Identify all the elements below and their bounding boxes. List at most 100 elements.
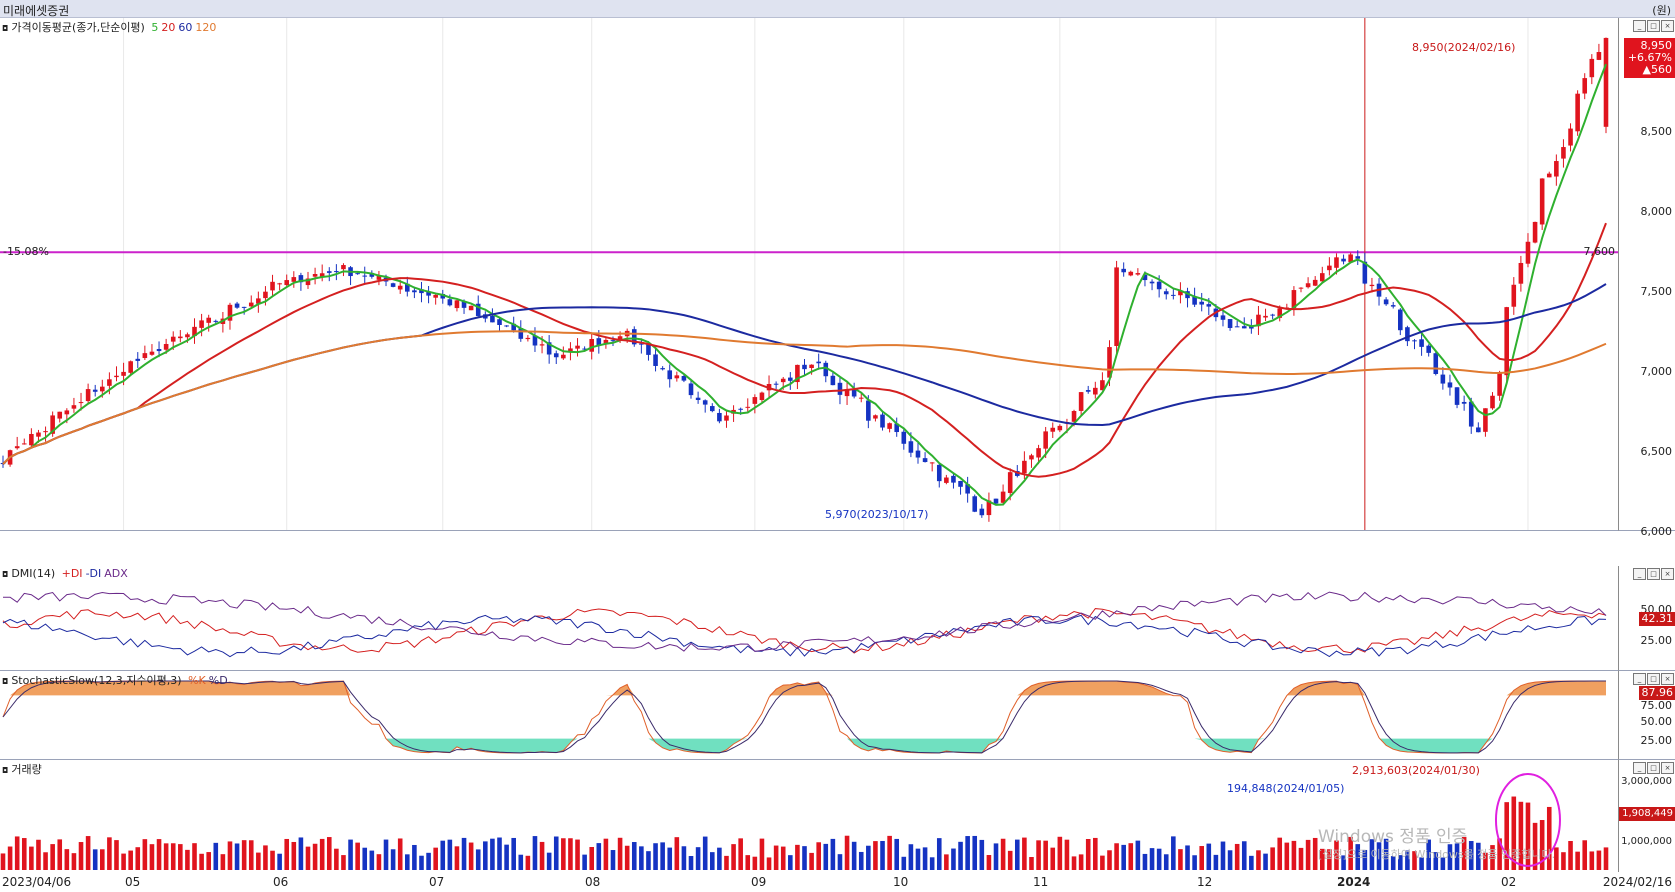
candle [1036, 448, 1041, 458]
ma20-line [2, 222, 1607, 478]
panel-max-icon[interactable]: □ [1647, 673, 1660, 685]
y-tick: 8,000 [1640, 205, 1673, 218]
volume-bar [887, 835, 892, 870]
volume-bar [1064, 839, 1070, 870]
volume-bar [809, 852, 814, 870]
volume-bar [1497, 838, 1502, 870]
volume-bar [1546, 806, 1552, 870]
y-tick: 25.00 [1640, 634, 1673, 647]
volume-bar [1050, 847, 1056, 870]
x-tick: 2023/04/06 [2, 875, 72, 889]
candle [64, 410, 70, 415]
price-panel[interactable]: ◘ 가격이동평균(종가,단순이평) 5 20 60 120 -15.08% 7,600 … [0, 18, 1618, 531]
volume-bar [114, 840, 119, 870]
candle [57, 411, 63, 419]
volume-bar [702, 836, 708, 870]
panel-close-icon[interactable]: × [1661, 762, 1674, 774]
candle [1575, 93, 1580, 132]
volume-bar [1511, 796, 1517, 870]
volume-ref-annotation: 194,848(2024/01/05) [1227, 782, 1345, 795]
panel-max-icon[interactable]: □ [1647, 20, 1660, 32]
candle [461, 301, 467, 308]
candle [1206, 304, 1212, 307]
volume-bar [149, 844, 155, 870]
watermark-line1: Windows 정품 인증 [1318, 827, 1468, 847]
candle [1405, 327, 1410, 342]
panel-min-icon[interactable]: _ [1633, 762, 1646, 774]
price-chart [0, 18, 1618, 530]
panel-max-icon[interactable]: □ [1647, 568, 1660, 580]
panel-close-icon[interactable]: × [1661, 673, 1674, 685]
volume-bar [305, 846, 311, 870]
volume-bar [1163, 854, 1169, 870]
candle [610, 340, 616, 342]
volume-panel-buttons[interactable]: _ □ × [1633, 762, 1674, 774]
candle [1007, 472, 1013, 493]
x-tick: 05 [125, 875, 141, 889]
volume-bar [121, 853, 126, 870]
volume-panel[interactable]: ◘ 거래량 2,913,603(2024/01/30) 194,848(2024/… [0, 760, 1618, 873]
panel-min-icon[interactable]: _ [1633, 20, 1646, 32]
candle [780, 378, 786, 383]
volume-bar [412, 844, 417, 870]
candle [1490, 395, 1495, 409]
candle [873, 415, 878, 419]
candle [894, 423, 900, 433]
dmi-legend: ◘ DMI(14) +DI -DI ADX [2, 567, 131, 580]
candle [1135, 273, 1141, 275]
volume-bar [724, 855, 729, 870]
volume-bar [1525, 802, 1531, 870]
candle [617, 336, 623, 340]
candle [830, 375, 836, 386]
candle [128, 361, 133, 373]
candle [298, 275, 304, 283]
volume-bar [972, 835, 978, 870]
volume-bar [1426, 839, 1431, 870]
volume-bar [21, 838, 27, 870]
volume-bar [1603, 847, 1609, 870]
high-annotation: 8,950(2024/02/16) [1412, 41, 1516, 54]
volume-bar [1227, 850, 1233, 870]
candle [1142, 274, 1148, 281]
volume-bar [206, 852, 211, 870]
legend-ma20: 20 [161, 21, 176, 34]
volume-bar [1220, 841, 1226, 870]
candle [660, 368, 665, 370]
volume-bar [1334, 840, 1339, 870]
volume-bar [667, 847, 673, 870]
candle [1554, 161, 1559, 177]
candle [866, 400, 871, 421]
price-panel-buttons[interactable]: _ □ × [1633, 20, 1674, 32]
volume-bar [1128, 843, 1134, 870]
panel-max-icon[interactable]: □ [1647, 762, 1660, 774]
candle [745, 406, 751, 408]
candle [1149, 281, 1155, 284]
candle [844, 389, 850, 397]
candle [1461, 401, 1467, 404]
dmi-panel[interactable]: ◘ DMI(14) +DI -DI ADX [0, 566, 1618, 671]
volume-bar [1433, 852, 1439, 870]
volume-bar [1504, 802, 1509, 870]
volume-bar [1142, 853, 1148, 870]
panel-min-icon[interactable]: _ [1633, 673, 1646, 685]
candle [1171, 294, 1176, 296]
candle [908, 441, 914, 453]
volume-bar [43, 852, 48, 870]
volume-bar [717, 847, 722, 870]
candle [497, 319, 502, 326]
volume-bar [156, 839, 162, 870]
candle [851, 388, 857, 397]
volume-bar [1135, 840, 1141, 870]
candle [1270, 314, 1275, 316]
stochastic-panel[interactable]: ◘ StochasticSlow(12,3,지수이평,3) %K %D [0, 671, 1618, 760]
stochastic-panel-buttons[interactable]: _ □ × [1633, 673, 1674, 685]
panel-close-icon[interactable]: × [1661, 568, 1674, 580]
dmi-panel-buttons[interactable]: _ □ × [1633, 568, 1674, 580]
volume-bar [447, 839, 453, 870]
volume-bar [36, 839, 41, 870]
candle [170, 336, 176, 342]
panel-min-icon[interactable]: _ [1633, 568, 1646, 580]
panel-close-icon[interactable]: × [1661, 20, 1674, 32]
candle [1029, 455, 1034, 460]
stoch-legend-icon: ◘ [2, 677, 9, 686]
